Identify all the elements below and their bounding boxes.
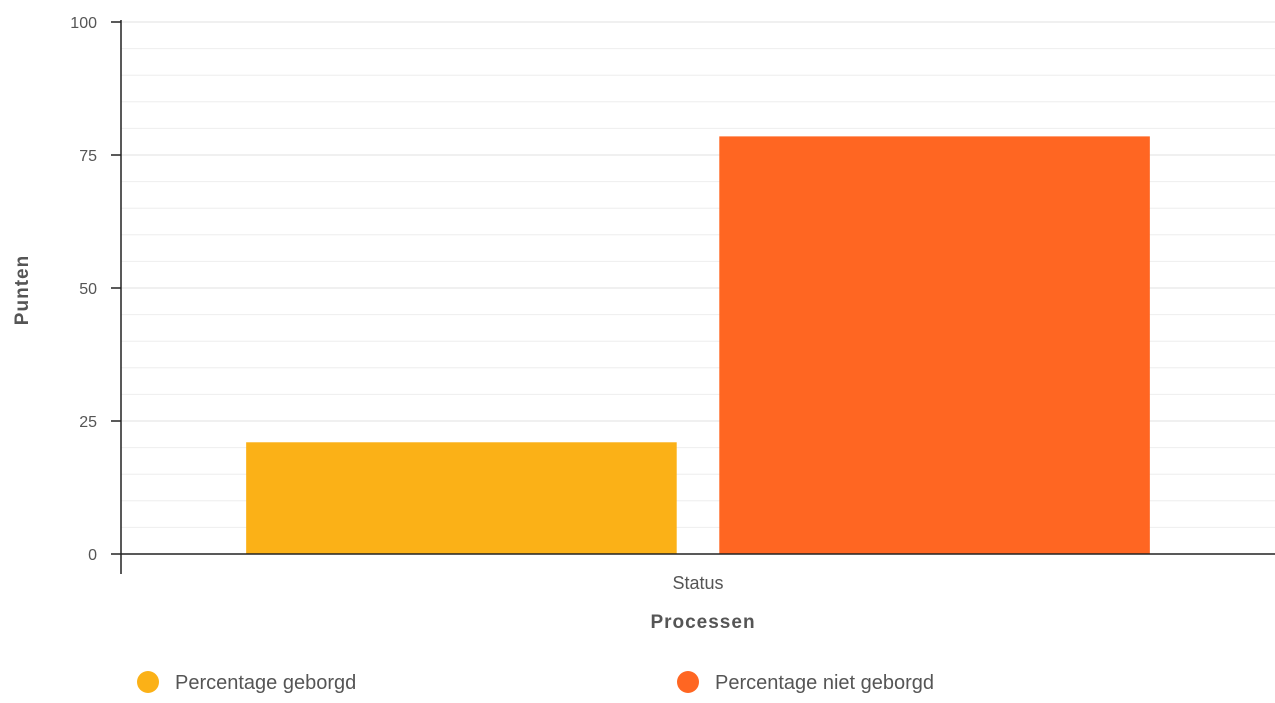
x-tick-label: Status [672, 573, 723, 593]
bars [246, 136, 1150, 554]
y-tick-label: 100 [70, 15, 97, 32]
legend-label[interactable]: Percentage niet geborgd [715, 672, 934, 694]
y-axis-title: Punten [12, 255, 33, 325]
bar-percentage-geborgd[interactable] [246, 442, 677, 554]
x-axis-title: Processen [650, 612, 755, 633]
legend-label[interactable]: Percentage geborgd [175, 672, 356, 694]
legend-marker[interactable] [137, 671, 159, 693]
y-tick-label: 75 [79, 148, 97, 165]
x-tick-labels: Status [672, 573, 723, 593]
y-tick-labels: 0 25 50 75 100 [70, 15, 121, 564]
bar-percentage-niet-geborgd[interactable] [719, 136, 1150, 554]
legend: Percentage geborgd Percentage niet geborg… [137, 671, 934, 694]
y-tick-label: 50 [79, 281, 97, 298]
axes [120, 20, 1275, 574]
y-tick-label: 25 [79, 414, 97, 431]
legend-marker[interactable] [677, 671, 699, 693]
y-tick-label: 0 [88, 547, 97, 564]
